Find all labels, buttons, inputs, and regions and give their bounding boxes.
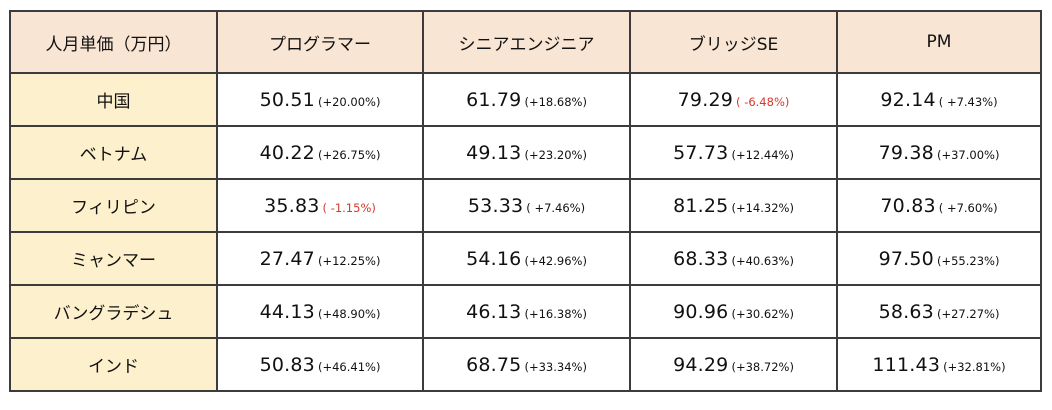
- rate-cell: 81.25 (+14.32%): [629, 178, 838, 233]
- rate-value: 68.75: [466, 353, 522, 376]
- rate-change: (+23.20%): [524, 147, 587, 162]
- header-bridge-se: ブリッジSE: [629, 10, 838, 74]
- rate-value: 40.22: [259, 141, 315, 164]
- rate-change: (+33.34%): [524, 359, 587, 374]
- table-body: 中国 50.51 (+20.00%) 61.79 (+18.68%) 79.29( -6.…: [9, 72, 1042, 392]
- table-row: 中国 50.51 (+20.00%) 61.79 (+18.68%) 79.29( -6.…: [9, 72, 1042, 127]
- rate-cell: 92.14( +7.43%): [836, 72, 1042, 127]
- rate-cell: 54.16 (+42.96%): [422, 231, 631, 286]
- rate-cell: 57.73 (+12.44%): [629, 125, 838, 180]
- rate-value: 53.33: [467, 194, 524, 217]
- rate-value: 111.43: [872, 353, 941, 376]
- table-row: ミャンマー 27.47 (+12.25%) 54.16 (+42.96%) 68.33 (+…: [9, 231, 1042, 286]
- rate-cell: 97.50 (+55.23%): [836, 231, 1042, 286]
- rate-change: (+40.63%): [731, 253, 794, 268]
- rate-value: 57.73: [673, 141, 729, 164]
- header-senior-engineer: シニアエンジニア: [422, 10, 631, 74]
- country-label: ベトナム: [9, 125, 218, 180]
- country-label: バングラデシュ: [9, 284, 218, 339]
- rate-change-negative: ( -1.15%): [322, 200, 376, 215]
- rate-value: 79.38: [878, 141, 934, 164]
- rate-value: 44.13: [259, 300, 315, 323]
- rate-cell: 35.83( -1.15%): [216, 178, 424, 233]
- rate-change: (+46.41%): [317, 359, 381, 374]
- rate-cell: 61.79 (+18.68%): [422, 72, 631, 127]
- rate-change: (+14.32%): [731, 200, 794, 215]
- rate-value: 54.16: [466, 247, 522, 270]
- rate-value: 58.63: [878, 300, 934, 323]
- rate-value: 50.51: [259, 88, 315, 111]
- rate-value: 92.14: [880, 88, 936, 111]
- rate-cell: 46.13 (+16.38%): [422, 284, 631, 339]
- rate-cell: 53.33( +7.46%): [422, 178, 631, 233]
- rate-value: 90.96: [673, 300, 729, 323]
- country-label: フィリピン: [9, 178, 218, 233]
- rate-change: (+55.23%): [936, 253, 1000, 268]
- rate-value: 50.83: [259, 353, 315, 376]
- rate-change: (+12.25%): [317, 253, 381, 268]
- table-row: バングラデシュ 44.13 (+48.90%) 46.13 (+16.38%) 90.96…: [9, 284, 1042, 339]
- rate-change: (+42.96%): [524, 253, 587, 268]
- rate-cell: 79.38 (+37.00%): [836, 125, 1042, 180]
- rate-change: (+12.44%): [731, 147, 794, 162]
- header-programmer: プログラマー: [216, 10, 424, 74]
- rate-change: (+26.75%): [317, 147, 381, 162]
- rate-value: 68.33: [673, 247, 729, 270]
- rate-cell: 68.75 (+33.34%): [422, 337, 631, 392]
- rate-change-negative: ( -6.48%): [736, 94, 790, 109]
- rate-change: (+18.68%): [524, 94, 587, 109]
- country-label: 中国: [9, 72, 218, 127]
- rate-change: (+30.62%): [731, 306, 794, 321]
- rate-change: ( +7.46%): [526, 200, 586, 215]
- rate-value: 35.83: [264, 194, 320, 217]
- rate-value: 94.29: [673, 353, 729, 376]
- rate-change: (+16.38%): [524, 306, 587, 321]
- table-row: インド 50.83 (+46.41%) 68.75 (+33.34%) 94.29 (+38…: [9, 337, 1042, 392]
- rate-value: 61.79: [466, 88, 522, 111]
- rate-value: 97.50: [878, 247, 934, 270]
- rate-cell: 111.43 (+32.81%): [836, 337, 1042, 392]
- rate-change: ( +7.60%): [938, 200, 998, 215]
- rate-change: (+20.00%): [317, 94, 381, 109]
- header-unit-price: 人月単価（万円）: [9, 10, 218, 74]
- rate-cell: 58.63 (+27.27%): [836, 284, 1042, 339]
- rate-cell: 49.13 (+23.20%): [422, 125, 631, 180]
- header-pm: PM: [836, 10, 1042, 74]
- rate-cell: 44.13 (+48.90%): [216, 284, 424, 339]
- rate-change: (+48.90%): [317, 306, 381, 321]
- rate-value: 27.47: [259, 247, 315, 270]
- rate-cell: 68.33 (+40.63%): [629, 231, 838, 286]
- rate-change: (+32.81%): [943, 359, 1006, 374]
- rate-value: 70.83: [880, 194, 936, 217]
- rate-cell: 70.83( +7.60%): [836, 178, 1042, 233]
- country-label: インド: [9, 337, 218, 392]
- rate-table: 人月単価（万円） プログラマー シニアエンジニア ブリッジSE PM 中国 50.…: [9, 10, 1042, 392]
- rate-cell: 27.47 (+12.25%): [216, 231, 424, 286]
- rate-change: (+37.00%): [936, 147, 1000, 162]
- rate-value: 46.13: [466, 300, 522, 323]
- rate-change: ( +7.43%): [938, 94, 998, 109]
- table-row: フィリピン 35.83( -1.15%) 53.33( +7.46%) 81.25 (+…: [9, 178, 1042, 233]
- country-label: ミャンマー: [9, 231, 218, 286]
- rate-cell: 79.29( -6.48%): [629, 72, 838, 127]
- rate-cell: 50.83 (+46.41%): [216, 337, 424, 392]
- header-row: 人月単価（万円） プログラマー シニアエンジニア ブリッジSE PM: [9, 10, 1042, 74]
- rate-cell: 90.96 (+30.62%): [629, 284, 838, 339]
- rate-cell: 94.29 (+38.72%): [629, 337, 838, 392]
- rate-value: 79.29: [677, 88, 734, 111]
- rate-change: (+38.72%): [731, 359, 794, 374]
- rate-table-container: 人月単価（万円） プログラマー シニアエンジニア ブリッジSE PM 中国 50.…: [9, 10, 1042, 392]
- rate-cell: 50.51 (+20.00%): [216, 72, 424, 127]
- rate-value: 81.25: [673, 194, 729, 217]
- table-row: ベトナム 40.22 (+26.75%) 49.13 (+23.20%) 57.73 (+1…: [9, 125, 1042, 180]
- rate-value: 49.13: [466, 141, 522, 164]
- rate-cell: 40.22 (+26.75%): [216, 125, 424, 180]
- rate-change: (+27.27%): [936, 306, 1000, 321]
